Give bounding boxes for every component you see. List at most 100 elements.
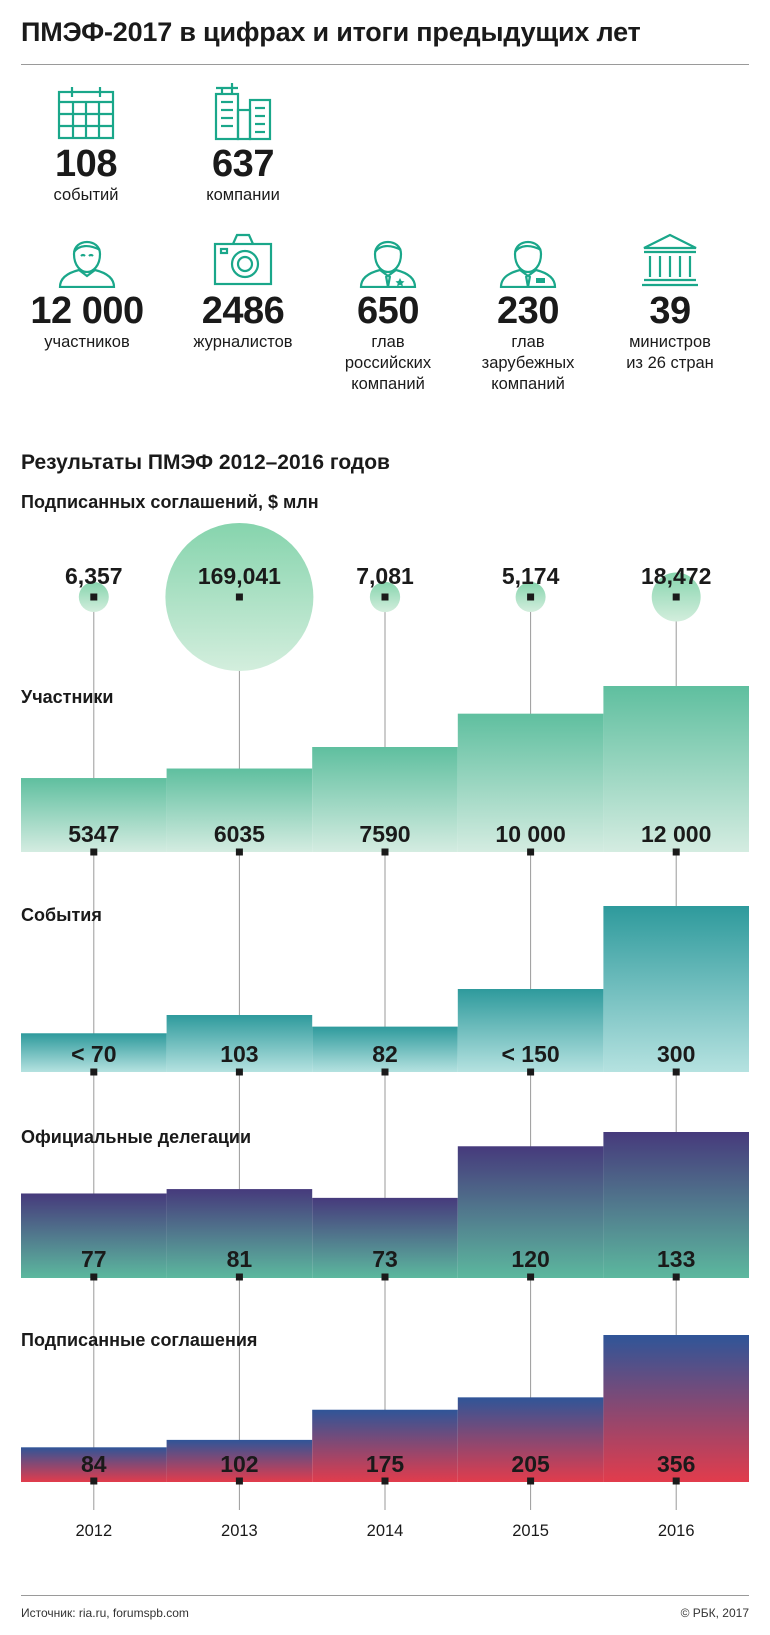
bar-value-label: 175	[366, 1451, 405, 1477]
stat-value: 39	[649, 290, 691, 332]
year-tick-label: 2016	[658, 1522, 695, 1540]
stat-value: 230	[497, 290, 559, 332]
subchart-title: События	[21, 905, 102, 925]
subchart-title: Подписанные соглашения	[21, 1330, 257, 1350]
bar-dot	[381, 1273, 389, 1281]
executive-star-icon	[359, 240, 417, 288]
bar-value-label: 300	[657, 1041, 695, 1067]
government-building-icon	[642, 233, 698, 287]
stat-journalists: 2486 журналистов	[163, 232, 323, 353]
bar-value-label: 77	[81, 1246, 107, 1272]
title-divider	[21, 64, 749, 65]
bar-dot	[235, 1477, 243, 1485]
stat-label: компании	[206, 186, 280, 204]
bar-dot	[672, 1273, 680, 1281]
bar	[166, 1439, 313, 1482]
bar	[457, 1146, 604, 1278]
bar	[166, 1015, 313, 1072]
section-title: Результаты ПМЭФ 2012–2016 годов	[21, 451, 390, 474]
bar-dot	[381, 848, 389, 856]
bar-value-label: 84	[81, 1451, 107, 1477]
stat-value: 2486	[201, 290, 285, 332]
stat-label: событий	[53, 186, 119, 204]
bar-value-label: 81	[227, 1246, 253, 1272]
bar	[603, 1132, 749, 1278]
bar-value-label: 205	[511, 1451, 550, 1477]
bar-dot	[90, 1068, 98, 1076]
bar	[21, 778, 167, 852]
stat-label: глав российских компаний	[344, 333, 432, 393]
stat-label: журналистов	[193, 333, 293, 351]
stat-label: министров из 26 стран	[626, 333, 714, 372]
stat-label: участников	[44, 333, 130, 351]
bar-dot	[527, 1273, 535, 1281]
bar	[603, 686, 749, 852]
bar-dot	[90, 848, 98, 856]
bar-value-label: 12 000	[641, 821, 711, 847]
bar-dot	[527, 848, 535, 856]
copyright: © РБК, 2017	[680, 1606, 749, 1620]
bar	[21, 1033, 167, 1072]
stat-value: 650	[357, 290, 419, 332]
bar-value-label: 103	[220, 1041, 258, 1067]
stat-value: 12 000	[30, 290, 144, 332]
bar	[21, 1447, 167, 1482]
year-tick-label: 2014	[367, 1522, 404, 1540]
bar-dot	[672, 1068, 680, 1076]
bubble-label: 6,357	[65, 563, 123, 589]
bar	[312, 1026, 458, 1072]
bar	[457, 1397, 604, 1482]
bar-value-label: < 150	[501, 1041, 559, 1067]
subchart-title: Официальные делегации	[21, 1127, 251, 1147]
bubble-dot	[672, 593, 680, 601]
bar	[312, 1197, 458, 1278]
bar-value-label: 120	[511, 1246, 549, 1272]
bubble-dot	[90, 593, 98, 601]
bar-value-label: 356	[657, 1451, 695, 1477]
bar-value-label: 73	[372, 1246, 398, 1272]
bar-dot	[90, 1477, 98, 1485]
bar-dot	[235, 1068, 243, 1076]
bar	[312, 1409, 458, 1482]
bar	[457, 989, 604, 1072]
bar	[457, 713, 604, 852]
stat-foreign-heads: 230 глав зарубежных компаний	[448, 230, 608, 395]
bar-dot	[527, 1068, 535, 1076]
bar	[166, 768, 313, 852]
bar-dot	[90, 1273, 98, 1281]
stat-companies: 637 компании	[163, 82, 323, 206]
bar-value-label: 10 000	[495, 821, 565, 847]
bar-value-label: 7590	[359, 821, 410, 847]
bar	[603, 1335, 749, 1482]
footer-divider	[21, 1595, 749, 1596]
bar	[21, 1193, 167, 1278]
bar-value-label: 102	[220, 1451, 258, 1477]
stat-value: 108	[55, 143, 117, 185]
bar-value-label: < 70	[71, 1041, 116, 1067]
year-tick-label: 2013	[221, 1522, 258, 1540]
bubble-label: 5,174	[502, 563, 560, 589]
subchart-title: Участники	[21, 687, 114, 707]
bar-dot	[381, 1477, 389, 1485]
bubble-dot	[381, 593, 389, 601]
bar	[166, 1189, 313, 1278]
bar-value-label: 82	[372, 1041, 398, 1067]
calendar-icon	[57, 87, 115, 140]
bubble-dot	[527, 593, 535, 601]
bar-value-label: 6035	[214, 821, 265, 847]
bubble-label: 7,081	[356, 563, 414, 589]
bar-dot	[527, 1477, 535, 1485]
stat-events: 108 событий	[6, 85, 166, 206]
person-icon	[58, 240, 116, 288]
bar	[312, 747, 458, 852]
bar-dot	[381, 1068, 389, 1076]
stat-russian-heads: 650 глав российских компаний	[308, 230, 468, 395]
bar-dot	[235, 848, 243, 856]
bubble-dot	[235, 593, 243, 601]
bar-dot	[235, 1273, 243, 1281]
stat-ministers: 39 министров из 26 стран	[589, 232, 751, 374]
results-chart: Подписанных соглашений, $ млн 6,357 169,04…	[21, 492, 749, 1540]
stat-label: глав зарубежных компаний	[481, 333, 575, 393]
bar-dot	[672, 848, 680, 856]
stat-participants: 12 000 участников	[7, 230, 167, 353]
